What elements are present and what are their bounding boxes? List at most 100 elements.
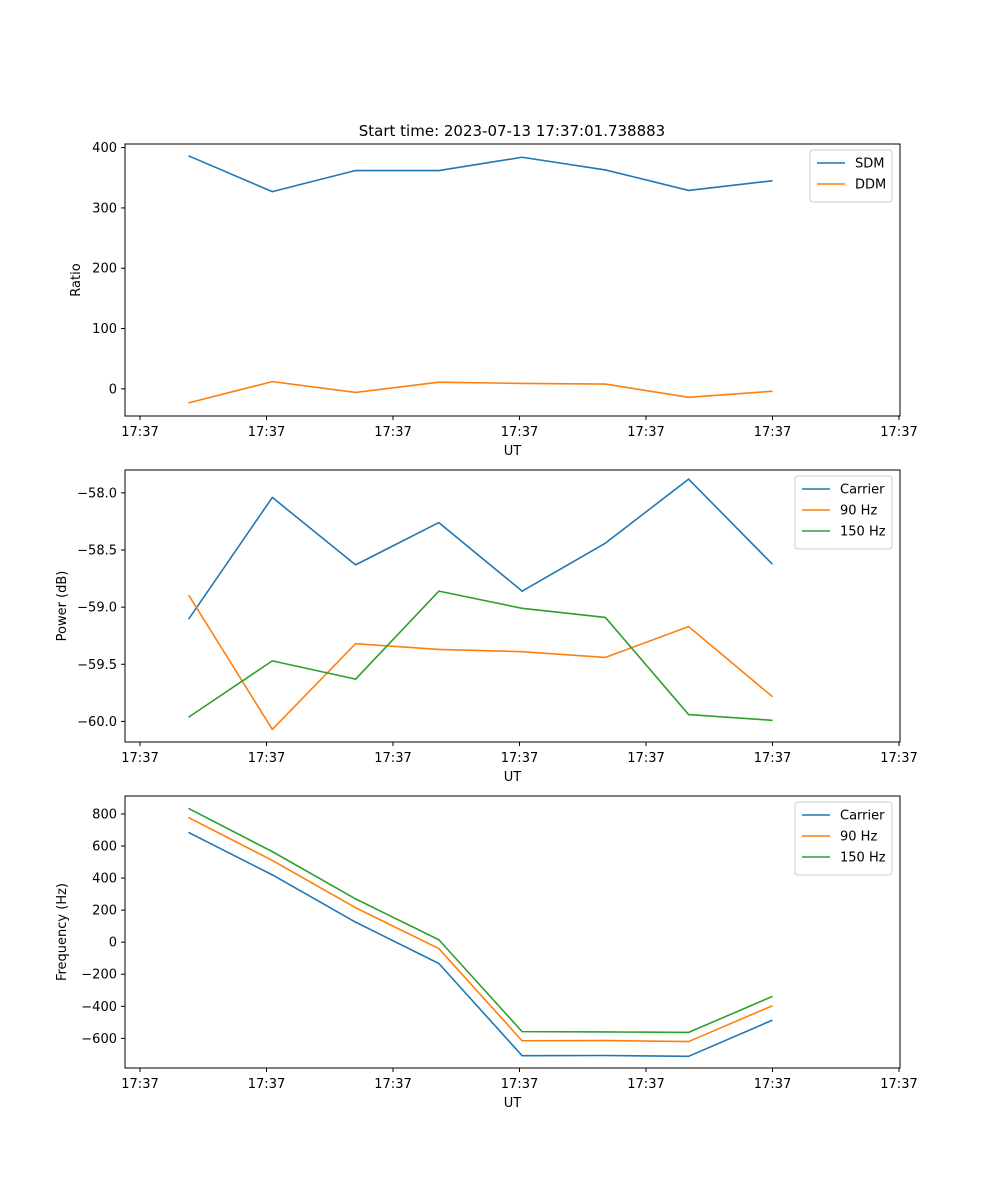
series-line-90-hz <box>188 595 773 731</box>
series-line-150-hz <box>188 590 772 722</box>
legend-label: 90 Hz <box>840 830 877 845</box>
data-point <box>271 660 274 662</box>
y-tick-label: 800 <box>92 807 117 822</box>
y-tick-label: 600 <box>92 840 117 855</box>
data-point <box>438 938 440 941</box>
legend-label: 90 Hz <box>840 504 877 519</box>
data-point <box>771 390 773 393</box>
axes-frame <box>124 795 901 1069</box>
data-point <box>521 650 523 653</box>
data-point <box>771 179 773 182</box>
data-point <box>521 1054 523 1057</box>
x-axis-label: UT <box>504 444 522 459</box>
axes-frame <box>124 143 901 417</box>
y-tick-label: −400 <box>81 1000 117 1015</box>
legend-label: SDM <box>855 157 884 172</box>
x-tick-label: 17:37 <box>374 751 411 766</box>
data-point <box>188 716 190 718</box>
data-point <box>354 642 357 645</box>
data-point <box>271 850 274 853</box>
y-tick-label: −600 <box>81 1032 117 1047</box>
data-point <box>771 695 773 698</box>
data-point <box>604 1039 607 1042</box>
axes-frame <box>124 469 901 743</box>
legend-label: Carrier <box>840 483 885 498</box>
y-tick-label: 200 <box>92 904 117 919</box>
x-tick-label: 17:37 <box>374 1077 411 1092</box>
data-point <box>687 396 690 399</box>
x-tick-label: 17:37 <box>627 751 664 766</box>
data-point <box>188 831 190 834</box>
data-point <box>438 381 440 384</box>
x-tick-label: 17:37 <box>880 1077 917 1092</box>
series-line-carrier <box>188 831 773 1058</box>
x-tick-label: 17:37 <box>754 425 791 440</box>
data-point <box>354 921 357 923</box>
data-point <box>188 816 190 819</box>
data-point <box>271 190 274 193</box>
y-tick-label: −58.5 <box>77 544 117 559</box>
data-point <box>188 401 190 404</box>
x-tick-label: 17:37 <box>501 1077 538 1092</box>
data-point <box>687 1040 690 1043</box>
data-point <box>188 807 190 810</box>
y-axis-label: Power (dB) <box>55 571 70 642</box>
data-point <box>438 962 440 965</box>
y-tick-label: 300 <box>92 201 117 216</box>
series-line-90-hz <box>188 817 773 1043</box>
y-tick-label: 400 <box>92 141 117 156</box>
data-point <box>771 719 773 722</box>
data-point <box>771 562 773 565</box>
data-point <box>687 1031 690 1034</box>
y-tick-label: 200 <box>92 262 117 277</box>
data-point <box>771 1019 773 1022</box>
x-tick-label: 17:37 <box>880 425 917 440</box>
series-line-carrier <box>188 478 773 620</box>
data-point <box>271 380 274 383</box>
y-tick-label: 400 <box>92 872 117 887</box>
x-tick-label: 17:37 <box>501 425 538 440</box>
data-point <box>188 155 190 157</box>
y-tick-label: −60.0 <box>77 715 117 730</box>
data-point <box>521 590 523 592</box>
data-point <box>771 995 773 998</box>
y-tick-label: 0 <box>109 382 117 397</box>
y-tick-label: −200 <box>81 968 117 983</box>
data-point <box>521 607 523 610</box>
data-point <box>604 542 607 544</box>
x-tick-label: 17:37 <box>248 1077 285 1092</box>
chart-panel-1: 17:3717:3717:3717:3717:3717:3717:3717:38… <box>69 141 918 459</box>
x-axis-label: UT <box>504 1096 522 1111</box>
legend-label: Carrier <box>840 809 885 824</box>
legend-label: 150 Hz <box>840 525 886 540</box>
data-point <box>271 874 274 876</box>
chart-panel-2: 17:3717:3717:3717:3717:3717:3717:3717:38… <box>55 469 918 785</box>
x-tick-label: 17:37 <box>121 1077 158 1092</box>
y-axis-label: Ratio <box>69 263 84 296</box>
data-point <box>354 391 357 394</box>
x-tick-label: 17:37 <box>121 751 158 766</box>
data-point <box>188 617 190 620</box>
chart-panel-3: 17:3717:3717:3717:3717:3717:3717:3717:38… <box>55 795 918 1111</box>
x-axis-label: UT <box>504 770 522 785</box>
data-point <box>604 1054 607 1057</box>
data-point <box>687 478 690 480</box>
data-point <box>354 169 357 172</box>
data-point <box>188 594 190 597</box>
series-line-150-hz <box>188 807 773 1034</box>
series-line-ddm <box>188 380 772 404</box>
data-point <box>687 713 690 716</box>
data-point <box>354 906 357 909</box>
data-point <box>438 521 440 524</box>
x-tick-label: 17:37 <box>754 1077 791 1092</box>
data-point <box>604 1031 607 1033</box>
series-line-sdm <box>188 155 772 193</box>
data-point <box>521 382 523 385</box>
x-tick-label: 17:37 <box>248 751 285 766</box>
legend-label: 150 Hz <box>840 851 886 866</box>
y-tick-label: −59.5 <box>77 658 117 673</box>
data-point <box>604 169 607 171</box>
x-tick-label: 17:37 <box>880 751 917 766</box>
x-tick-label: 17:37 <box>121 425 158 440</box>
